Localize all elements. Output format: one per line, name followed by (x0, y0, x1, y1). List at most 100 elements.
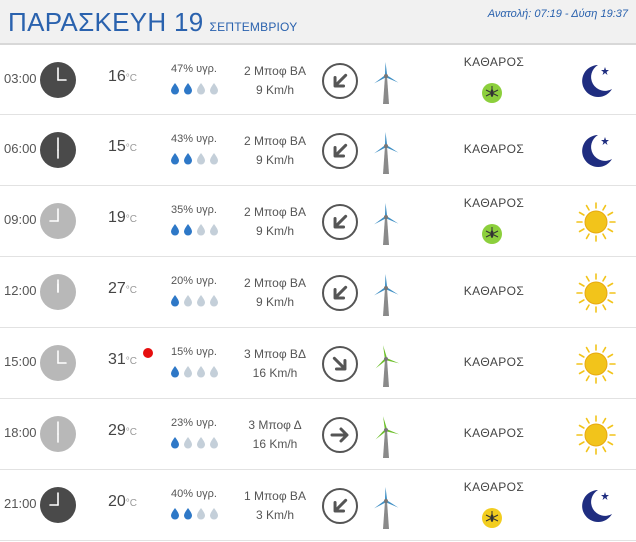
time-label: 06:00 (4, 141, 37, 156)
humidity-drops-icon (171, 83, 218, 95)
wind-turbine-icon (374, 62, 399, 104)
drop-icon (184, 295, 192, 307)
drop-icon (210, 508, 218, 520)
month-label: ΣΕΠΤΕΜΒΡΙΟΥ (209, 20, 298, 34)
sky-condition: ΚΑΘΑΡΟΣ (463, 196, 525, 210)
temperature: 15°C (108, 138, 137, 156)
drop-icon (197, 224, 205, 236)
temperature-value: 29 (108, 422, 126, 439)
wind-info: 1 Μποφ ΒΑ 3 Km/h (232, 487, 318, 525)
drop-icon (171, 366, 179, 378)
arrow-down-left-icon (322, 63, 358, 99)
drop-icon (184, 366, 192, 378)
sky-condition: ΚΑΘΑΡΟΣ (463, 142, 525, 156)
humidity-label: 35% υγρ. (171, 204, 217, 216)
forecast-row: 15:00 31°C 15% υγρ. 3 Μποφ ΒΔ 16 Km/h ΚΑ… (0, 328, 636, 399)
day-label: ΠΑΡΑΣΚΕΥΗ 19 (8, 7, 204, 37)
day-header: ΠΑΡΑΣΚΕΥΗ 19 ΣΕΠΤΕΜΒΡΙΟΥ Ανατολή: 07:19 -… (0, 0, 636, 44)
wind-info: 2 Μποφ ΒΑ 9 Km/h (232, 62, 318, 100)
drop-icon (210, 153, 218, 165)
temperature-unit: °C (125, 214, 138, 225)
drop-icon (184, 224, 192, 236)
day-title: ΠΑΡΑΣΚΕΥΗ 19 ΣΕΠΤΕΜΒΡΙΟΥ (8, 7, 297, 38)
sky-condition: ΚΑΘΑΡΟΣ (463, 355, 525, 369)
temperature-value: 20 (108, 493, 126, 510)
drop-icon (184, 153, 192, 165)
drop-icon (210, 366, 218, 378)
wind-kmh: 16 Km/h (252, 366, 298, 380)
humidity-drops-icon (171, 366, 218, 378)
drop-icon (197, 83, 205, 95)
wind-turbine-icon (374, 487, 399, 529)
drop-icon (210, 437, 218, 449)
sun-icon (576, 344, 616, 384)
wind-beaufort: 1 Μποφ ΒΑ (244, 489, 306, 503)
clock-icon (40, 62, 76, 98)
time-label: 18:00 (4, 425, 37, 440)
wind-kmh: 9 Km/h (255, 295, 294, 309)
sky-condition: ΚΑΘΑΡΟΣ (463, 480, 525, 494)
clock-icon (40, 274, 76, 310)
sunrise-sunset: Ανατολή: 07:19 - Δύση 19:37 (487, 8, 628, 20)
time-label: 09:00 (4, 212, 37, 227)
forecast-row: 12:00 27°C 20% υγρ. 2 Μποφ ΒΑ 9 Km/h ΚΑΘ… (0, 257, 636, 328)
clock-icon (40, 345, 76, 381)
drop-icon (197, 366, 205, 378)
drop-icon (171, 437, 179, 449)
temperature-value: 15 (108, 138, 126, 155)
sun-icon (576, 415, 616, 455)
wind-beaufort: 3 Μποφ Δ (248, 418, 302, 432)
wind-info: 2 Μποφ ΒΑ 9 Km/h (232, 203, 318, 241)
drop-icon (184, 83, 192, 95)
sun-icon (576, 273, 616, 313)
temperature-unit: °C (125, 143, 138, 154)
drop-icon (184, 437, 192, 449)
drop-icon (171, 83, 179, 95)
humidity-label: 40% υγρ. (171, 488, 217, 500)
humidity-label: 47% υγρ. (171, 63, 217, 75)
temperature-unit: °C (125, 356, 138, 367)
sun-icon (576, 202, 616, 242)
wind-kmh: 16 Km/h (252, 437, 298, 451)
moon-star-icon (582, 490, 612, 522)
temperature: 27°C (108, 280, 137, 298)
arrow-down-left-icon (322, 204, 358, 240)
temperature: 16°C (108, 68, 137, 86)
wind-info: 3 Μποφ ΒΔ 16 Km/h (232, 345, 318, 383)
temperature-unit: °C (125, 498, 138, 509)
clock-icon (40, 487, 76, 523)
time-label: 03:00 (4, 71, 37, 86)
temperature: 31°C (108, 351, 137, 369)
temperature-value: 31 (108, 351, 126, 368)
arrow-down-left-icon (322, 488, 358, 524)
temperature: 19°C (108, 209, 137, 227)
mosquito-icon (482, 508, 502, 528)
wind-beaufort: 2 Μποφ ΒΑ (244, 205, 306, 219)
time-label: 15:00 (4, 354, 37, 369)
arrow-down-left-icon (322, 133, 358, 169)
forecast-row: 06:00 15°C 43% υγρ. 2 Μποφ ΒΑ 9 Km/h ΚΑΘ… (0, 115, 636, 186)
forecast-row: 09:00 19°C 35% υγρ. 2 Μποφ ΒΑ 9 Km/h ΚΑΘ… (0, 186, 636, 257)
humidity-label: 23% υγρ. (171, 417, 217, 429)
humidity-label: 20% υγρ. (171, 275, 217, 287)
mosquito-icon (482, 224, 502, 244)
temperature-unit: °C (125, 73, 138, 84)
forecast-row: 03:00 16°C 47% υγρ. 2 Μποφ ΒΑ 9 Km/h ΚΑΘ… (0, 44, 636, 115)
wind-info: 2 Μποφ ΒΑ 9 Km/h (232, 132, 318, 170)
time-label: 21:00 (4, 496, 37, 511)
wind-beaufort: 2 Μποφ ΒΑ (244, 64, 306, 78)
drop-icon (171, 295, 179, 307)
wind-info: 3 Μποφ Δ 16 Km/h (232, 416, 318, 454)
humidity-drops-icon (171, 153, 218, 165)
wind-turbine-icon (374, 132, 399, 174)
heat-alert-icon (143, 348, 153, 358)
drop-icon (210, 83, 218, 95)
sky-condition: ΚΑΘΑΡΟΣ (463, 55, 525, 69)
humidity-drops-icon (171, 437, 218, 449)
humidity-drops-icon (171, 224, 218, 236)
humidity-drops-icon (171, 508, 218, 520)
wind-beaufort: 2 Μποφ ΒΑ (244, 276, 306, 290)
temperature-value: 27 (108, 280, 126, 297)
drop-icon (184, 508, 192, 520)
arrow-down-left-icon (322, 275, 358, 311)
